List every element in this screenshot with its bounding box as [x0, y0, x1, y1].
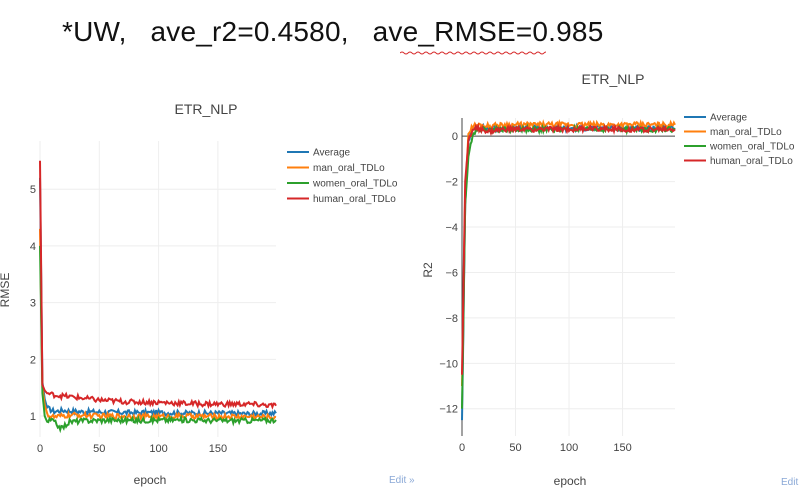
series-line-average [39, 177, 277, 419]
y-tick-label: −4 [445, 222, 458, 234]
y-tick-label: −10 [439, 358, 458, 370]
series-line-human-oral-tdlo [461, 122, 676, 375]
legend-label: man_oral_TDLo [313, 163, 385, 174]
slide-title: *UW, ave_r2=0.4580, ave_RMSE=0.985 [62, 16, 604, 47]
x-axis-label: epoch [134, 473, 167, 487]
legend-label: Average [710, 113, 748, 124]
spellcheck-underline [400, 51, 546, 55]
x-tick-label: 50 [509, 442, 521, 454]
chart-title: ETR_NLP [174, 101, 237, 117]
x-axis-label: epoch [554, 474, 587, 488]
legend-label: women_oral_TDLo [312, 179, 398, 190]
legend-label: human_oral_TDLo [710, 156, 793, 167]
y-tick-label: −6 [445, 267, 458, 279]
chart-title: ETR_NLP [581, 71, 644, 87]
y-axis-label: R2 [421, 262, 435, 278]
x-tick-label: 0 [459, 442, 465, 454]
y-tick-label: 5 [30, 184, 36, 196]
y-tick-label: −12 [439, 404, 458, 416]
series-line-women-oral-tdlo [39, 245, 277, 434]
series-line-average [461, 122, 676, 421]
x-tick-label: 150 [209, 443, 227, 455]
series-line-women-oral-tdlo [461, 123, 676, 409]
y-axis-label: RMSE [0, 273, 12, 308]
series-line-man-oral-tdlo [461, 118, 676, 387]
edit-link[interactable]: Edit » [389, 475, 415, 486]
edit-link[interactable]: Edit » [781, 477, 800, 488]
legend-label: human_oral_TDLo [313, 194, 396, 205]
y-tick-label: 4 [30, 241, 36, 253]
x-tick-label: 100 [149, 443, 167, 455]
series-line-man-oral-tdlo [39, 228, 277, 422]
y-tick-label: 3 [30, 298, 36, 310]
series-line-human-oral-tdlo [39, 160, 277, 410]
legend-label: Average [313, 148, 351, 159]
y-tick-label: 2 [30, 354, 36, 366]
y-tick-label: −2 [445, 177, 458, 189]
x-tick-label: 50 [93, 443, 105, 455]
legend-label: women_oral_TDLo [709, 142, 795, 153]
y-tick-label: 0 [452, 131, 458, 143]
x-tick-label: 150 [613, 442, 631, 454]
y-tick-label: −8 [445, 313, 458, 325]
y-tick-label: 1 [30, 411, 36, 423]
x-tick-label: 100 [560, 442, 578, 454]
x-tick-label: 0 [37, 443, 43, 455]
legend-label: man_oral_TDLo [710, 127, 782, 138]
